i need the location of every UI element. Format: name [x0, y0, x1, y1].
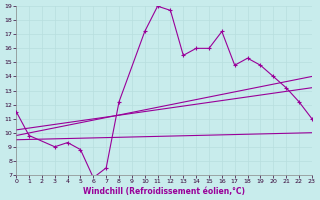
X-axis label: Windchill (Refroidissement éolien,°C): Windchill (Refroidissement éolien,°C)	[83, 187, 245, 196]
